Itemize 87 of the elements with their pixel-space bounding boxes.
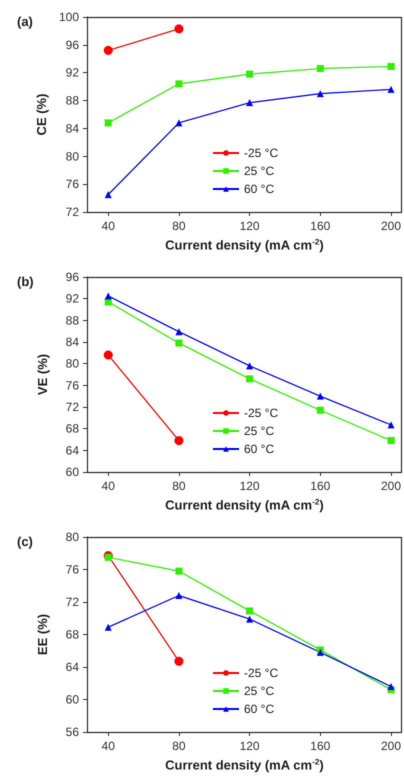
point [246, 616, 254, 623]
y-tick-label: 68 [66, 628, 80, 642]
y-axis-title: VE (%) [35, 354, 50, 396]
x-tick-label: 80 [172, 219, 186, 233]
y-tick-label: 64 [66, 660, 80, 674]
y-tick-label: 88 [66, 94, 80, 108]
point [104, 191, 112, 198]
y-tick-label: 88 [66, 313, 80, 328]
point [175, 119, 182, 126]
point [316, 392, 324, 400]
x-tick-label: 40 [102, 219, 116, 233]
y-tick-label: 72 [66, 205, 80, 219]
point [104, 119, 112, 126]
chart-title: (b) [17, 274, 34, 289]
y-tick-label: 72 [66, 400, 80, 414]
y-tick-label: 100 [58, 10, 80, 24]
y-tick-label: 80 [66, 149, 80, 164]
point [246, 362, 254, 370]
x-tick-label: 200 [380, 219, 402, 233]
x-tick-label: 120 [240, 739, 260, 753]
y-tick-label: 96 [66, 38, 80, 52]
point [246, 70, 254, 78]
y-tick-label: 76 [66, 562, 80, 576]
y-tick-label: 60 [66, 692, 80, 706]
x-tick-label: 120 [240, 479, 260, 493]
y-tick-label: 80 [66, 356, 80, 371]
x-tick-label: 120 [240, 219, 260, 233]
x-tick-label: 40 [102, 739, 116, 753]
y-tick-label: 84 [66, 335, 80, 349]
y-tick-label: 68 [66, 422, 80, 436]
y-tick-label: 64 [66, 443, 80, 458]
legend-label: 60 °C [244, 702, 274, 716]
point [174, 436, 184, 446]
point [387, 86, 394, 93]
y-tick-label: 96 [66, 270, 80, 284]
legend-label: 60 °C [244, 442, 274, 456]
point [104, 292, 112, 300]
legend-label: 25 °C [244, 164, 274, 178]
y-tick-label: 92 [66, 292, 80, 306]
point [175, 80, 182, 88]
point [175, 592, 182, 599]
x-tick-label: 200 [380, 479, 402, 493]
point [316, 65, 324, 72]
y-tick-label: 72 [66, 595, 80, 609]
legend-label: -25 °C [244, 666, 278, 680]
y-tick-label: 56 [66, 725, 80, 739]
point [387, 62, 394, 70]
point [246, 607, 254, 614]
point [316, 406, 324, 414]
point [246, 99, 254, 106]
point [387, 421, 394, 428]
x-tick-label: 160 [310, 219, 331, 233]
point [316, 648, 324, 656]
point [175, 568, 182, 575]
point [246, 375, 254, 382]
chart-title: (a) [17, 14, 33, 29]
x-tick-label: 160 [310, 479, 331, 493]
point [174, 24, 184, 34]
x-tick-label: 40 [102, 479, 116, 493]
y-tick-label: 76 [66, 378, 80, 392]
x-tick-label: 160 [310, 739, 331, 753]
point [175, 340, 182, 347]
x-tick-label: 200 [380, 739, 402, 753]
point [174, 656, 184, 666]
legend-label: 25 °C [244, 424, 274, 438]
y-tick-label: 76 [66, 177, 80, 192]
legend-label: 60 °C [244, 182, 274, 196]
point [387, 683, 394, 690]
x-tick-label: 80 [172, 479, 186, 493]
chart-title: (c) [17, 534, 33, 549]
y-tick-label: 92 [66, 66, 80, 80]
legend-label: 25 °C [244, 684, 274, 698]
y-axis-title: CE (%) [34, 94, 50, 136]
x-tick-label: 80 [172, 739, 186, 753]
y-tick-label: 80 [66, 530, 80, 544]
point [387, 437, 394, 444]
point [175, 328, 182, 336]
point [104, 46, 113, 55]
y-axis-title: EE (%) [35, 614, 50, 656]
y-tick-label: 60 [66, 465, 80, 479]
y-tick-label: 84 [66, 121, 80, 136]
legend-label: -25 °C [244, 146, 278, 160]
point [104, 350, 113, 360]
point [104, 624, 112, 631]
point [316, 90, 324, 98]
point [104, 554, 112, 561]
legend-label: -25 °C [244, 406, 278, 420]
